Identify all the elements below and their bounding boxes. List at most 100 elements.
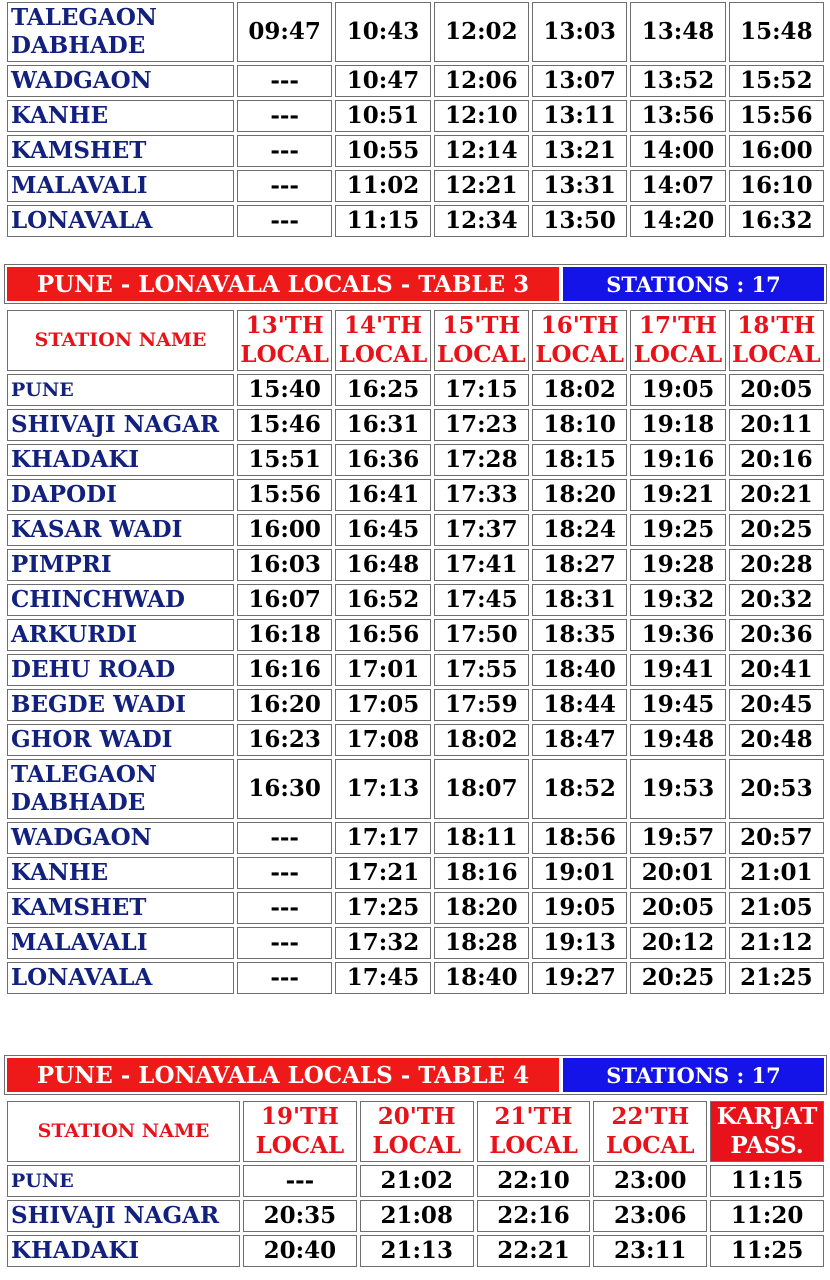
time-cell: 19:25 bbox=[630, 514, 726, 546]
time-cell: 20:01 bbox=[630, 857, 726, 889]
table-row: GHOR WADI 16:23 17:08 18:02 18:47 19:48 20:48 bbox=[7, 724, 824, 756]
station-name-cell: KAMSHET bbox=[7, 135, 234, 167]
time-cell: 20:36 bbox=[728, 619, 824, 651]
station-name-cell: DAPODI bbox=[7, 479, 234, 511]
station-name-cell: BEGDE WADI bbox=[7, 689, 234, 721]
time-cell: 13:52 bbox=[630, 65, 726, 97]
time-cell: 18:24 bbox=[531, 514, 628, 546]
table-row: SHIVAJI NAGAR 15:46 16:31 17:23 18:10 19:18 20… bbox=[7, 409, 824, 441]
time-cell: 19:16 bbox=[630, 444, 726, 476]
time-cell: 18:56 bbox=[531, 822, 628, 854]
local-column-header: 14'TH LOCAL bbox=[335, 310, 431, 371]
station-name-cell: SHIVAJI NAGAR bbox=[7, 409, 234, 441]
time-cell: 18:47 bbox=[531, 724, 628, 756]
time-cell: 12:34 bbox=[433, 205, 529, 237]
time-cell: 20:25 bbox=[728, 514, 824, 546]
time-cell: 21:12 bbox=[728, 927, 824, 959]
time-cell: 16:25 bbox=[335, 374, 431, 406]
time-cell: 15:56 bbox=[237, 479, 333, 511]
time-cell: 23:06 bbox=[593, 1200, 708, 1232]
time-cell: 15:40 bbox=[237, 374, 333, 406]
time-cell: 17:59 bbox=[433, 689, 529, 721]
time-cell: 22:21 bbox=[476, 1235, 591, 1267]
time-cell: 20:12 bbox=[630, 927, 726, 959]
time-cell: 20:28 bbox=[728, 549, 824, 581]
time-cell: --- bbox=[237, 962, 333, 994]
table-3-title: PUNE - LONAVALA LOCALS - TABLE 3 bbox=[7, 267, 559, 301]
time-cell: 13:07 bbox=[531, 65, 628, 97]
time-cell: 19:21 bbox=[630, 479, 726, 511]
time-cell: 11:25 bbox=[710, 1235, 824, 1267]
station-name-cell: DEHU ROAD bbox=[7, 654, 234, 686]
local-column-header: 18'TH LOCAL bbox=[728, 310, 824, 371]
table-row: DAPODI 15:56 16:41 17:33 18:20 19:21 20:21 bbox=[7, 479, 824, 511]
timetable-3: STATION NAME 13'TH LOCAL 14'TH LOCAL 15'TH … bbox=[4, 307, 827, 997]
time-cell: 16:07 bbox=[237, 584, 333, 616]
station-name-cell: KANHE bbox=[7, 857, 234, 889]
time-cell: 11:20 bbox=[710, 1200, 824, 1232]
time-cell: 17:23 bbox=[433, 409, 529, 441]
time-cell: 16:03 bbox=[237, 549, 333, 581]
time-cell: 18:02 bbox=[531, 374, 628, 406]
time-cell: 21:25 bbox=[728, 962, 824, 994]
time-cell: 19:36 bbox=[630, 619, 726, 651]
time-cell: 16:52 bbox=[335, 584, 431, 616]
time-cell: 16:31 bbox=[335, 409, 431, 441]
time-cell: 16:56 bbox=[335, 619, 431, 651]
time-cell: 18:10 bbox=[531, 409, 628, 441]
time-cell: 13:48 bbox=[630, 2, 726, 62]
time-cell: 19:57 bbox=[630, 822, 726, 854]
time-cell: 16:30 bbox=[237, 759, 333, 819]
time-cell: 19:32 bbox=[630, 584, 726, 616]
time-cell: 09:47 bbox=[237, 2, 333, 62]
table-row: KASAR WADI 16:00 16:45 17:37 18:24 19:25 20:25 bbox=[7, 514, 824, 546]
time-cell: --- bbox=[237, 65, 333, 97]
station-name-cell: GHOR WADI bbox=[7, 724, 234, 756]
time-cell: 20:57 bbox=[728, 822, 824, 854]
time-cell: --- bbox=[237, 892, 333, 924]
table-3-station-count: STATIONS : 17 bbox=[563, 267, 824, 301]
time-cell: 17:50 bbox=[433, 619, 529, 651]
time-cell: 11:15 bbox=[710, 1165, 824, 1197]
time-cell: 17:32 bbox=[335, 927, 431, 959]
time-cell: 16:10 bbox=[728, 170, 824, 202]
time-cell: 18:20 bbox=[433, 892, 529, 924]
station-name-cell: TALEGAON DABHADE bbox=[7, 759, 234, 819]
timetable-4: STATION NAME 19'TH LOCAL 20'TH LOCAL 21'TH … bbox=[4, 1098, 827, 1270]
time-cell: 18:31 bbox=[531, 584, 628, 616]
time-cell: 20:05 bbox=[728, 374, 824, 406]
time-cell: 19:27 bbox=[531, 962, 628, 994]
local-column-header: 17'TH LOCAL bbox=[630, 310, 726, 371]
time-cell: 16:36 bbox=[335, 444, 431, 476]
time-cell: 23:11 bbox=[593, 1235, 708, 1267]
time-cell: 18:02 bbox=[433, 724, 529, 756]
time-cell: 17:15 bbox=[433, 374, 529, 406]
time-cell: 18:07 bbox=[433, 759, 529, 819]
time-cell: 16:20 bbox=[237, 689, 333, 721]
time-cell: 20:53 bbox=[728, 759, 824, 819]
station-name-cell: MALAVALI bbox=[7, 170, 234, 202]
time-cell: 17:45 bbox=[335, 962, 431, 994]
time-cell: 17:45 bbox=[433, 584, 529, 616]
table-4-title: PUNE - LONAVALA LOCALS - TABLE 4 bbox=[7, 1058, 559, 1092]
time-cell: 17:05 bbox=[335, 689, 431, 721]
time-cell: 21:05 bbox=[728, 892, 824, 924]
local-column-header: 22'TH LOCAL bbox=[593, 1101, 708, 1162]
time-cell: 17:28 bbox=[433, 444, 529, 476]
table-row: WADGAON --- 10:47 12:06 13:07 13:52 15:52 bbox=[7, 65, 824, 97]
time-cell: 12:21 bbox=[433, 170, 529, 202]
table-row: ARKURDI 16:18 16:56 17:50 18:35 19:36 20:36 bbox=[7, 619, 824, 651]
time-cell: 18:35 bbox=[531, 619, 628, 651]
station-name-cell: PUNE bbox=[7, 1165, 240, 1197]
time-cell: --- bbox=[237, 135, 333, 167]
time-cell: 12:10 bbox=[433, 100, 529, 132]
time-cell: 21:02 bbox=[359, 1165, 474, 1197]
table-row: PUNE 15:40 16:25 17:15 18:02 19:05 20:05 bbox=[7, 374, 824, 406]
time-cell: 20:45 bbox=[728, 689, 824, 721]
table-row: CHINCHWAD 16:07 16:52 17:45 18:31 19:32 20:32 bbox=[7, 584, 824, 616]
time-cell: 17:55 bbox=[433, 654, 529, 686]
time-cell: --- bbox=[237, 857, 333, 889]
table-row: KHADAKI 15:51 16:36 17:28 18:15 19:16 20:16 bbox=[7, 444, 824, 476]
time-cell: 14:20 bbox=[630, 205, 726, 237]
time-cell: 19:01 bbox=[531, 857, 628, 889]
